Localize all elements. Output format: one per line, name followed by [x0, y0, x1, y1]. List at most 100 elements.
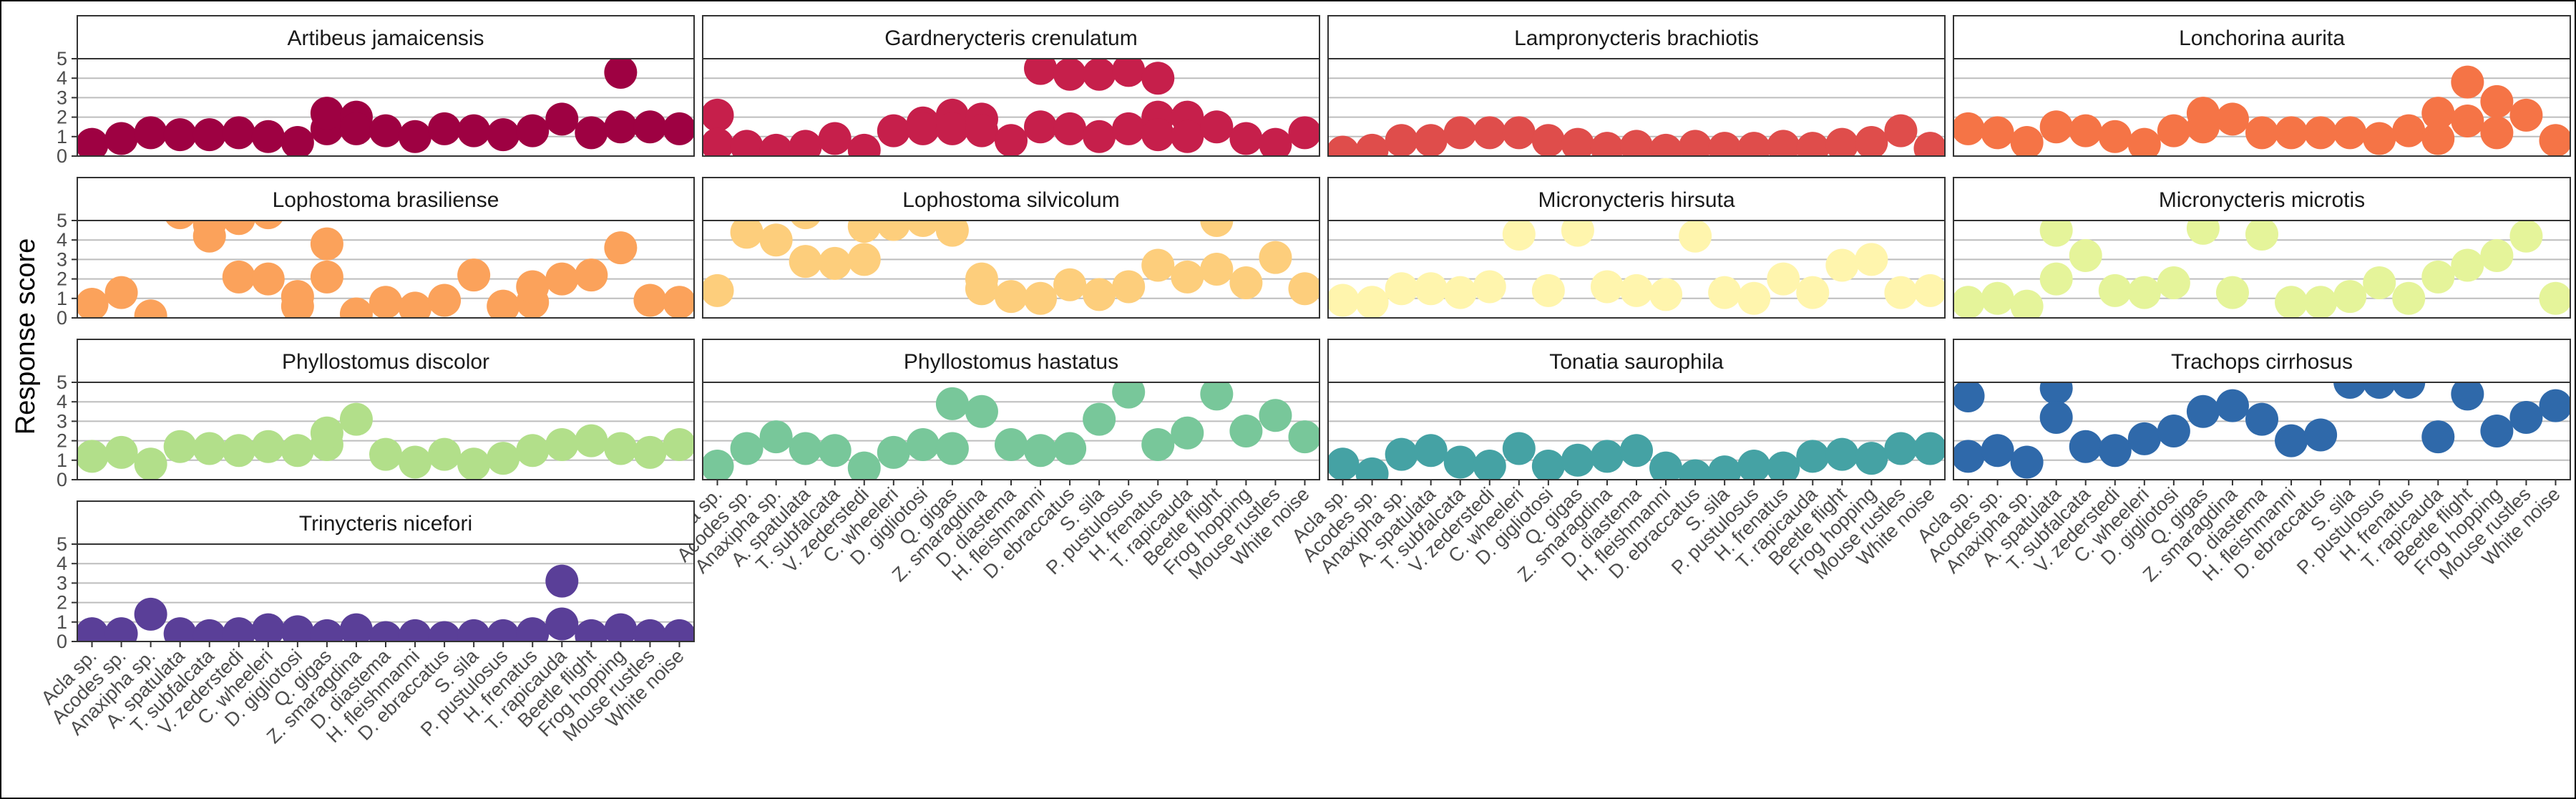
data-point: [2421, 420, 2455, 454]
data-point: [2275, 286, 2308, 318]
data-point: [1981, 434, 2014, 468]
data-point: [1825, 248, 1859, 282]
y-tick-label: 4: [57, 229, 67, 251]
data-point: [1355, 286, 1389, 318]
data-point: [1708, 132, 1742, 156]
strip-background: [1953, 339, 2571, 383]
data-point: [457, 258, 491, 292]
data-point: [1708, 276, 1742, 309]
panels: Artibeus jamaicensis012345Gardnerycteris…: [37, 15, 2571, 747]
data-point: [703, 449, 734, 480]
data-point: [2451, 105, 2484, 138]
data-point: [339, 297, 373, 318]
data-point: [310, 619, 343, 641]
panel-border: [1953, 58, 2571, 157]
data-point: [2069, 238, 2102, 272]
data-point: [847, 243, 881, 276]
data-point: [1561, 443, 1594, 477]
data-point: [2215, 276, 2249, 309]
data-point: [1502, 221, 1536, 251]
data-point: [487, 442, 520, 475]
data-point: [2157, 114, 2190, 147]
data-point: [192, 221, 226, 253]
y-axis-title: Response score: [11, 238, 41, 435]
data-point: [399, 445, 432, 479]
data-point: [2098, 434, 2132, 468]
data-point: [1590, 440, 1624, 473]
data-point: [575, 619, 608, 641]
data-point: [1112, 59, 1146, 87]
data-point: [2186, 221, 2220, 245]
data-point: [280, 289, 314, 318]
data-point: [457, 619, 491, 641]
data-point: [663, 428, 694, 462]
data-point: [2480, 84, 2514, 118]
data-point: [2392, 114, 2426, 147]
panel-title: Lonchorina aurita: [2179, 26, 2345, 50]
panel-border: [1953, 220, 2571, 319]
data-point: [516, 617, 550, 641]
data-point: [1112, 112, 1146, 145]
data-point: [1708, 455, 1742, 480]
data-point: [222, 221, 255, 236]
data-point: [1502, 432, 1536, 465]
data-point: [1385, 124, 1418, 156]
data-point: [2421, 97, 2455, 130]
data-point: [633, 619, 667, 641]
data-point: [134, 447, 167, 480]
data-point: [310, 260, 343, 294]
data-point: [2098, 120, 2132, 153]
data-point: [428, 621, 462, 641]
data-point: [2451, 382, 2484, 411]
strip-background: [1953, 177, 2571, 221]
y-tick-label: 3: [57, 410, 67, 432]
data-point: [222, 116, 255, 150]
data-point: [1083, 120, 1116, 153]
data-point: [192, 118, 226, 152]
data-point: [2069, 114, 2102, 147]
data-point: [1502, 116, 1536, 150]
data-point: [192, 619, 226, 641]
data-point: [1620, 434, 1653, 468]
data-point: [877, 221, 910, 241]
data-point: [2186, 394, 2220, 428]
strip-background: [1327, 339, 1946, 383]
data-point: [995, 280, 1028, 314]
data-point: [1679, 130, 1712, 156]
data-point: [935, 221, 969, 247]
data-point: [1053, 432, 1087, 465]
data-point: [818, 246, 852, 280]
data-point: [1414, 434, 1448, 468]
data-point: [2333, 382, 2367, 399]
data-point: [2098, 273, 2132, 307]
y-tick-label: 0: [57, 469, 67, 490]
data-point: [1229, 415, 1263, 447]
data-point: [789, 130, 822, 156]
data-point: [2333, 116, 2367, 150]
data-point: [339, 112, 373, 145]
data-point: [2157, 415, 2190, 447]
data-point: [1737, 132, 1771, 156]
data-point: [1328, 284, 1360, 317]
data-point: [516, 434, 550, 468]
data-point: [1531, 449, 1565, 480]
data-point: [457, 447, 491, 480]
data-point: [2363, 266, 2396, 300]
data-point: [663, 619, 694, 641]
points-layer: [703, 382, 1319, 480]
data-point: [1355, 457, 1389, 480]
panel: Lophostoma silvicolum: [702, 177, 1320, 319]
panel-border: [77, 382, 695, 480]
data-point: [280, 615, 314, 641]
data-point: [1414, 124, 1448, 156]
points-layer: [77, 402, 694, 480]
panel-title: Artibeus jamaicensis: [287, 26, 484, 50]
data-point: [1259, 127, 1292, 156]
data-point: [1590, 270, 1624, 304]
data-point: [1620, 130, 1653, 156]
data-point: [1884, 114, 1918, 147]
data-point: [759, 223, 793, 257]
data-point: [604, 613, 638, 641]
y-tick-label: 4: [57, 67, 67, 89]
